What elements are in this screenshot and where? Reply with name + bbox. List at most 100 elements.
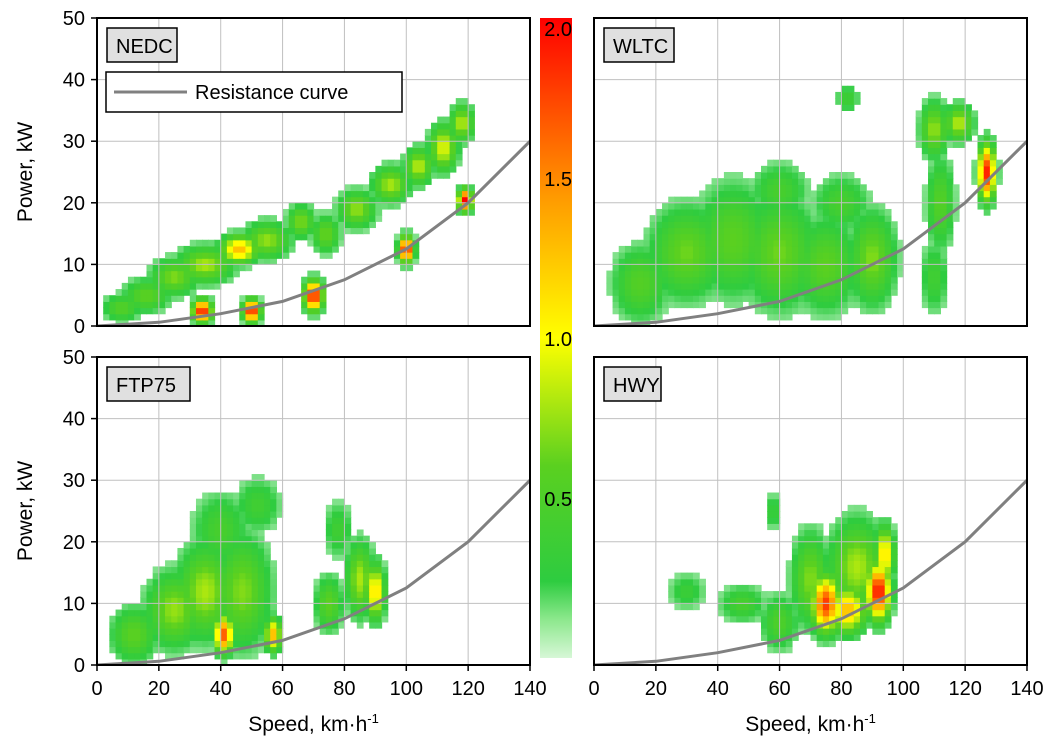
- heatmap-cell: [270, 239, 277, 247]
- heatmap-cell: [872, 245, 880, 253]
- heatmap-cell: [983, 147, 991, 155]
- heatmap-cell: [233, 245, 240, 253]
- heatmap-cell: [878, 289, 886, 296]
- heatmap-cell: [804, 615, 812, 623]
- heatmap-cell: [890, 221, 898, 229]
- heatmap-cell: [723, 597, 731, 604]
- heatmap-cell: [332, 584, 339, 592]
- heatmap-cell: [121, 295, 129, 302]
- heatmap-cell: [773, 196, 781, 204]
- heatmap-cell: [773, 215, 781, 222]
- heatmap-cell: [866, 307, 873, 315]
- heatmap-cell: [754, 196, 762, 204]
- heatmap-cell: [226, 566, 234, 574]
- heatmap-cell: [393, 165, 401, 173]
- heatmap-cell: [785, 609, 793, 617]
- heatmap-cell: [158, 640, 166, 648]
- heatmap-cell: [233, 517, 240, 524]
- heatmap-cell: [859, 245, 867, 253]
- heatmap-cell: [214, 584, 222, 592]
- heatmap-cell: [940, 159, 948, 167]
- heatmap-cell: [686, 215, 694, 222]
- heatmap-cell: [934, 159, 941, 167]
- heatmap-cell: [134, 652, 141, 660]
- heatmap-cell: [773, 504, 781, 512]
- heatmap-cell: [872, 591, 880, 598]
- heatmap-cell: [983, 153, 991, 161]
- heatmap-cell: [165, 640, 172, 648]
- heatmap-cell: [841, 264, 849, 272]
- heatmap-cell: [251, 480, 259, 487]
- heatmap-cell: [202, 566, 209, 574]
- heatmap-cell: [381, 584, 389, 592]
- heatmap-cell: [810, 270, 818, 278]
- heatmap-cell: [816, 233, 824, 241]
- heatmap-cell: [940, 252, 948, 259]
- heatmap-cell: [711, 289, 719, 296]
- heatmap-cell: [699, 208, 706, 216]
- heatmap-cell: [220, 252, 228, 259]
- heatmap-cell: [884, 615, 892, 623]
- x-tick-label: 40: [707, 678, 729, 700]
- heatmap-cell: [754, 264, 762, 272]
- heatmap-cell: [742, 258, 750, 265]
- heatmap-cell: [791, 215, 799, 222]
- heatmap-cell: [332, 578, 339, 586]
- heatmap-cell: [791, 270, 799, 278]
- heatmap-cell: [202, 245, 209, 253]
- heatmap-cell: [251, 554, 259, 561]
- heatmap-cell: [239, 486, 247, 494]
- heatmap-cell: [202, 541, 209, 549]
- heatmap-cell: [791, 566, 799, 574]
- heatmap-cell: [307, 227, 315, 235]
- heatmap-cell: [853, 523, 861, 531]
- heatmap-cell: [140, 276, 148, 284]
- heatmap-cell: [742, 245, 750, 253]
- heatmap-cell: [226, 270, 234, 278]
- heatmap-cell: [748, 603, 756, 611]
- heatmap-cell: [412, 252, 420, 259]
- heatmap-cell: [829, 221, 836, 229]
- heatmap-cell: [233, 652, 240, 660]
- heatmap-cell: [872, 295, 880, 302]
- heatmap-cell: [449, 165, 457, 173]
- heatmap-cell: [798, 245, 805, 253]
- heatmap-cell: [674, 584, 682, 592]
- heatmap-cell: [748, 233, 756, 241]
- heatmap-cell: [761, 597, 768, 604]
- heatmap-cell: [829, 215, 836, 222]
- heatmap-cell: [804, 276, 812, 284]
- heatmap-cell: [748, 276, 756, 284]
- heatmap-cell: [730, 202, 737, 210]
- heatmap-cell: [853, 245, 861, 253]
- heatmap-cell: [220, 621, 228, 629]
- heatmap-cell: [177, 270, 185, 278]
- heatmap-cell: [350, 190, 358, 198]
- heatmap-cell: [214, 245, 222, 253]
- heatmap-cell: [866, 597, 873, 604]
- heatmap-cell: [829, 640, 836, 648]
- heatmap-cell: [381, 609, 389, 617]
- heatmap-cell: [662, 258, 669, 265]
- heatmap-cell: [195, 245, 203, 253]
- heatmap-cell: [773, 159, 781, 167]
- heatmap-cell: [226, 603, 234, 611]
- heatmap-cell: [624, 301, 632, 309]
- heatmap-cell: [276, 221, 284, 229]
- heatmap-cell: [195, 270, 203, 278]
- heatmap-cell: [270, 634, 277, 641]
- heatmap-cell: [344, 535, 352, 543]
- heatmap-cell: [928, 141, 935, 148]
- heatmap-cell: [276, 492, 284, 500]
- heatmap-cell: [736, 258, 744, 265]
- heatmap-cell: [612, 282, 620, 290]
- heatmap-cell: [325, 572, 333, 580]
- heatmap-cell: [195, 572, 203, 580]
- resistance-curve: [594, 479, 1027, 665]
- heatmap-cell: [406, 172, 414, 179]
- heatmap-cell: [884, 578, 892, 586]
- heatmap-cell: [214, 270, 222, 278]
- heatmap-cell: [381, 190, 389, 198]
- heatmap-cell: [257, 245, 265, 253]
- heatmap-cell: [455, 147, 463, 155]
